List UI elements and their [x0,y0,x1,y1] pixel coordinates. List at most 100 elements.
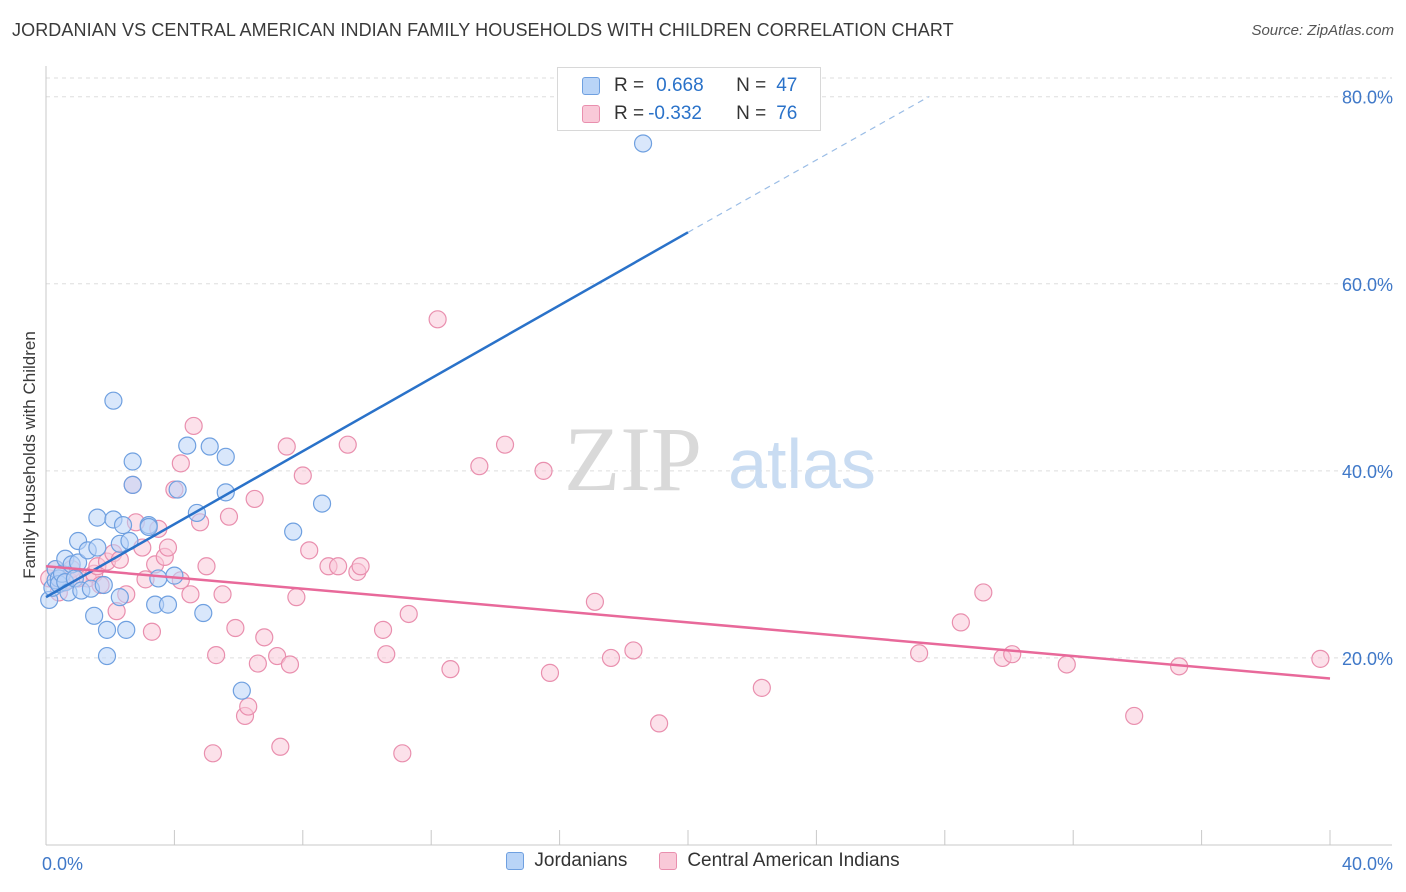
data-point [329,557,348,576]
data-point [441,660,460,679]
data-point [110,588,129,607]
data-point [601,648,621,668]
data-point [351,557,370,576]
data-point [123,475,142,494]
stats-n-value: 47 [776,75,798,96]
data-point [300,541,319,560]
watermark-zip: ZIP [564,408,702,510]
data-point [239,697,258,716]
legend-swatch-jordanians [506,852,525,870]
trend-line-central-american-indians [45,565,1331,680]
data-point [293,466,312,485]
data-point [123,452,142,471]
data-point [203,744,223,763]
data-point [226,618,245,638]
watermark: ZIP atlas [564,408,876,510]
data-point [149,569,168,588]
data-point [88,538,107,557]
trend-lines [45,96,1331,680]
gridlines [46,77,1392,659]
data-point [752,678,771,697]
axes [45,66,1392,846]
x-tick-label-min: 0.0% [42,854,83,874]
data-point [142,622,162,641]
data-point [428,310,447,329]
stats-r-label: R = [614,103,645,124]
watermark-atlas: atlas [728,425,876,503]
data-point [181,585,200,604]
source-credit: Source: ZipAtlas.com [1251,22,1394,39]
data-point [1057,655,1076,674]
data-point [139,517,158,537]
data-point [534,461,553,480]
stats-box: R = 0.668 N = 47 R = -0.332 N = 76 [557,67,821,131]
data-point [88,508,107,527]
data-point [951,613,970,632]
data-point [624,641,643,660]
data-point [399,604,418,624]
data-point [94,575,113,595]
data-point [974,583,993,602]
data-point [194,603,213,623]
data-point [113,516,133,535]
data-point [165,566,184,585]
data-point [184,416,203,436]
data-point [585,592,605,611]
trend-line-jordanians [45,231,689,599]
data-point [200,437,219,456]
data-point [1003,645,1022,664]
data-point [68,553,88,572]
data-point [312,494,332,513]
data-point [104,391,123,410]
data-point [178,436,197,455]
tick-labels: 20.0% 40.0% 60.0% 80.0% 0.0% 40.0% [42,88,1393,874]
data-point [207,646,226,665]
legend: Jordanians Central American Indians [0,850,1406,872]
stats-n-label: N = [736,75,767,96]
stats-swatch-central-american-indians [582,105,600,123]
trend-line-jordanians-extension [687,96,930,233]
data-point [373,620,393,639]
series-central-american-indians [40,310,1330,763]
data-point [268,646,287,666]
data-point [650,714,669,733]
data-point [245,489,264,509]
data-point [277,437,296,456]
y-tick-label: 40.0% [1342,462,1393,482]
series-jordanians [40,134,653,700]
data-point [271,737,290,756]
data-point [633,134,653,153]
data-point [232,681,251,700]
data-point [377,645,396,664]
data-point [287,588,306,607]
data-point [158,595,178,614]
data-point [1125,706,1144,726]
stats-r-value: -0.332 [648,103,702,124]
stats-row-jordanians: R = 0.668 N = 47 [582,72,797,100]
legend-item-jordanians[interactable]: Jordanians [506,850,627,872]
stats-n-label: N = [736,103,767,124]
stats-n-value: 76 [776,103,798,124]
y-tick-label: 20.0% [1342,649,1393,669]
stats-r-label: R = [614,75,645,96]
chart-title: JORDANIAN VS CENTRAL AMERICAN INDIAN FAM… [12,20,954,40]
data-point [255,628,274,647]
data-point [338,435,357,454]
data-point [216,447,235,466]
data-point [85,606,104,625]
legend-item-central-american-indians[interactable]: Central American Indians [659,850,900,872]
stats-swatch-jordanians [582,77,600,95]
data-point [280,655,300,674]
data-point [197,557,216,576]
data-point [540,663,560,682]
x-tick-label-max: 40.0% [1342,854,1393,874]
data-point [248,654,267,673]
data-point [910,644,929,663]
stats-row-central-american-indians: R = -0.332 N = 76 [582,100,797,128]
legend-swatch-central-american-indians [659,852,678,870]
data-point [219,507,239,526]
data-point [393,744,412,763]
data-point [495,435,515,454]
legend-label-central-american-indians: Central American Indians [687,850,900,871]
y-tick-label: 60.0% [1342,275,1393,295]
